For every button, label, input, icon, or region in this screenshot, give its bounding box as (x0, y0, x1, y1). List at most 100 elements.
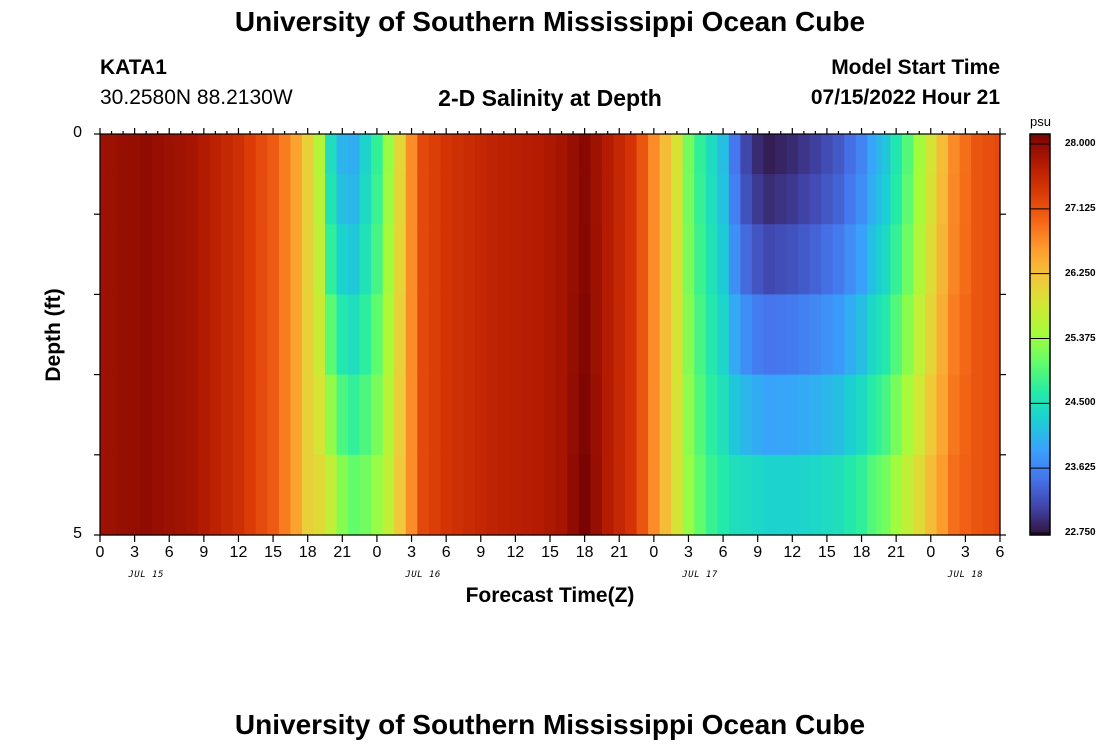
heatmap-cell (555, 134, 568, 175)
heatmap-cell (475, 134, 488, 175)
heatmap-cell (901, 374, 915, 456)
x-tick-label: 15 (818, 544, 836, 561)
x-tick-label: 9 (476, 544, 486, 561)
heatmap-cell (405, 224, 418, 295)
heatmap-cell (371, 374, 384, 456)
heatmap-cell (475, 174, 488, 225)
heatmap-cell (590, 294, 603, 376)
heatmap-cell (498, 374, 511, 456)
heatmap-cell (198, 174, 211, 225)
heatmap-cell (301, 454, 315, 536)
heatmap-cell (463, 454, 476, 536)
heatmap-cell (394, 224, 407, 295)
heatmap-cell (555, 374, 568, 456)
heatmap-cell (163, 174, 176, 225)
heatmap-cell (875, 454, 883, 536)
heatmap-cell (671, 134, 684, 175)
heatmap-cell (521, 294, 534, 376)
heatmap-cell (267, 294, 280, 376)
heatmap-cell (809, 224, 822, 295)
heatmap-cell (798, 374, 811, 456)
heatmap-cell (694, 134, 707, 175)
heatmap-cell (901, 294, 915, 376)
heatmap-cell (705, 454, 718, 536)
heatmap-cell (221, 174, 234, 225)
heatmap-cell (140, 134, 153, 175)
heatmap-cell (959, 374, 972, 456)
heatmap-cell (555, 224, 568, 295)
colorbar-tick-label: 25.375 (1065, 332, 1096, 344)
heatmap-cell (555, 454, 568, 536)
heatmap-cell (394, 174, 407, 225)
x-tick-label: 21 (333, 544, 352, 561)
heatmap-cell (532, 454, 545, 536)
heatmap-cell (613, 454, 626, 536)
heatmap-cell (463, 174, 476, 225)
heatmap-cell (100, 174, 107, 225)
heatmap-cell (867, 224, 877, 295)
heatmap-cell (751, 294, 765, 376)
heatmap-cell (875, 224, 883, 295)
heatmap-cell (128, 174, 141, 225)
heatmap-cell (844, 174, 857, 225)
heatmap-cell (890, 454, 903, 536)
heatmap-cell (590, 134, 603, 175)
heatmap-cell (313, 134, 326, 175)
heatmap-cell (694, 374, 707, 456)
heatmap-cell (798, 224, 811, 295)
heatmap-cell (913, 294, 926, 376)
heatmap-cell (290, 174, 303, 225)
heatmap-cell (890, 174, 903, 225)
heatmap-cell (267, 454, 280, 536)
heatmap-cell (763, 224, 776, 295)
heatmap-cell (844, 374, 857, 456)
heatmap-cell (890, 134, 903, 175)
heatmap-cell (855, 374, 868, 456)
heatmap-cell (498, 294, 511, 376)
heatmap-cell (175, 174, 188, 225)
heatmap-cell (348, 454, 361, 536)
heatmap-cell (717, 134, 730, 175)
heatmap-cell (105, 374, 118, 456)
heatmap-cell (417, 454, 430, 536)
heatmap-cell (636, 374, 649, 456)
heatmap-cell (290, 294, 303, 376)
heatmap-cell (244, 454, 257, 536)
x-tick-label: 0 (95, 544, 105, 561)
heatmap-cell (348, 294, 361, 376)
heatmap-cell (105, 454, 118, 536)
heatmap-cell (925, 374, 938, 456)
heatmap-cell (198, 224, 211, 295)
heatmap-cell (809, 174, 822, 225)
heatmap-cell (140, 224, 153, 295)
heatmap-cell (278, 294, 291, 376)
heatmap-cell (875, 374, 883, 456)
heatmap-cell (948, 174, 961, 225)
heatmap-cell (648, 454, 661, 536)
heatmap-cell (451, 374, 465, 456)
heatmap-cell (775, 294, 788, 376)
heatmap-cell (175, 134, 188, 175)
heatmap-cell (428, 134, 441, 175)
heatmap-cell (613, 174, 626, 225)
heatmap-cell (325, 454, 338, 536)
y-tick-label: 0 (73, 124, 82, 141)
heatmap-cell (486, 374, 499, 456)
heatmap-cell (567, 174, 580, 225)
heatmap-cell (417, 224, 430, 295)
heatmap-cell (855, 174, 868, 225)
heatmap-cell (763, 374, 776, 456)
heatmap-cell (601, 134, 615, 175)
heatmap-cell (682, 134, 695, 175)
heatmap-cell (567, 224, 580, 295)
heatmap-cell (498, 224, 511, 295)
heatmap-cell (994, 294, 1001, 376)
heatmap-cell (209, 134, 222, 175)
heatmap-cell (186, 294, 199, 376)
station-id: KATA1 (100, 56, 167, 79)
heatmap-cell (578, 294, 591, 376)
heatmap-cell (348, 374, 361, 456)
heatmap-cell (232, 224, 245, 295)
heatmap-cell (359, 174, 372, 225)
heatmap-cell (763, 174, 776, 225)
